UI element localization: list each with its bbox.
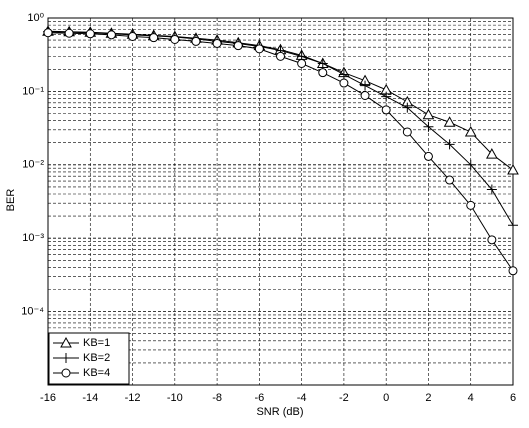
marker: [486, 184, 497, 195]
y-tick-label: 10⁰: [27, 12, 44, 24]
marker: [64, 28, 74, 38]
marker: [465, 159, 476, 170]
marker: [128, 31, 138, 41]
series-line: [47, 32, 514, 272]
marker: [508, 266, 518, 276]
x-tick-label: -6: [254, 392, 264, 404]
marker: [85, 29, 95, 39]
marker: [466, 200, 476, 210]
y-tick-label: 10⁻³: [22, 232, 44, 244]
marker: [60, 336, 72, 348]
marker: [338, 69, 349, 80]
marker: [487, 235, 497, 245]
marker: [61, 368, 71, 378]
x-tick-label: -2: [339, 392, 349, 404]
marker: [297, 58, 307, 68]
y-axis-label: BER: [5, 189, 17, 212]
marker: [423, 151, 433, 161]
x-tick-label: -4: [297, 392, 307, 404]
marker: [381, 91, 392, 102]
marker: [191, 36, 201, 46]
y-tick-label: 10⁻²: [22, 159, 44, 171]
marker: [317, 58, 328, 69]
marker: [106, 30, 116, 40]
x-tick-label: -14: [82, 392, 98, 404]
marker: [444, 139, 455, 150]
marker: [170, 34, 180, 44]
x-tick-label: 0: [383, 392, 389, 404]
marker: [445, 175, 455, 185]
marker: [61, 353, 71, 363]
x-axis-label: SNR (dB): [256, 406, 303, 418]
x-tick-label: -12: [125, 392, 141, 404]
x-tick-label: -16: [40, 392, 56, 404]
marker: [360, 90, 370, 100]
marker: [507, 163, 519, 175]
marker: [318, 68, 328, 78]
y-tick-label: 10⁻¹: [22, 85, 44, 97]
x-tick-label: 6: [510, 392, 516, 404]
marker: [402, 127, 412, 137]
x-tick-label: 2: [425, 392, 431, 404]
legend-label: KB=2: [83, 352, 110, 364]
marker: [254, 44, 264, 54]
marker: [276, 51, 285, 61]
marker: [486, 148, 498, 159]
marker: [149, 33, 159, 43]
marker: [212, 38, 222, 48]
marker: [443, 116, 456, 127]
marker: [464, 125, 477, 137]
marker: [422, 108, 435, 120]
marker: [402, 102, 413, 113]
x-tick-label: -8: [212, 392, 222, 404]
marker: [381, 105, 391, 115]
x-tick-label: -10: [167, 392, 183, 404]
marker: [339, 78, 349, 88]
legend-label: KB=1: [83, 337, 110, 349]
marker: [233, 41, 243, 51]
marker: [43, 28, 53, 38]
marker: [360, 80, 371, 91]
legend: KB=1 KB=2 KB=4: [48, 332, 130, 385]
marker: [423, 121, 434, 132]
legend-label: KB=4: [83, 367, 110, 379]
marker: [508, 220, 518, 231]
plot-frame: [47, 17, 514, 386]
y-tick-label: 10⁻⁴: [21, 306, 44, 318]
x-tick-label: 4: [468, 392, 474, 404]
